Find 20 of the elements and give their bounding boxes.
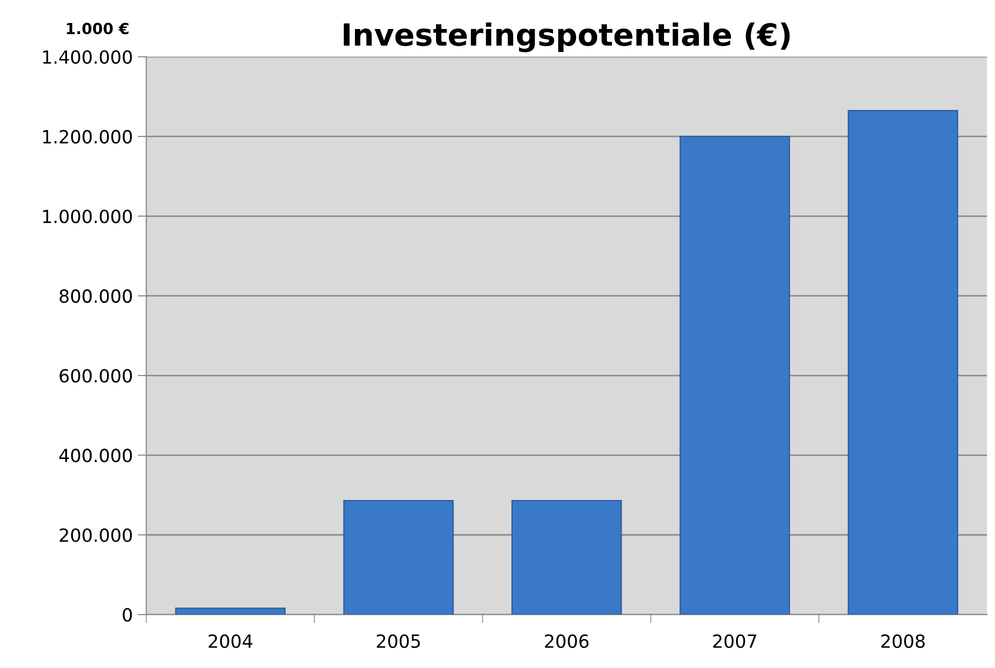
bar	[511, 500, 622, 615]
bar	[680, 136, 790, 615]
y-tick-label: 1.400.000	[43, 50, 132, 64]
y-tick-label: 400.000	[59, 448, 132, 462]
y-tick-label: 1.200.000	[43, 130, 132, 144]
bar	[343, 500, 454, 615]
y-tick-label: 1.000.000	[43, 210, 132, 224]
y-tick-label: 200.000	[60, 528, 132, 542]
y-tick-label: 800.000	[60, 289, 132, 303]
x-tick-label: 2008	[881, 634, 925, 648]
chart-title: Investeringspotentiale (€)	[344, 22, 790, 52]
x-tick-label: 2004	[208, 634, 252, 648]
x-tick-label: 2005	[376, 634, 420, 648]
y-axis-title: 1.000 €	[66, 22, 128, 34]
bar	[848, 110, 958, 615]
x-tick-label: 2007	[713, 634, 756, 648]
bar	[175, 608, 286, 615]
y-tick-label: 600.000	[60, 368, 132, 383]
y-tick-label: 0	[122, 608, 132, 622]
x-tick-label: 2006	[545, 634, 588, 648]
